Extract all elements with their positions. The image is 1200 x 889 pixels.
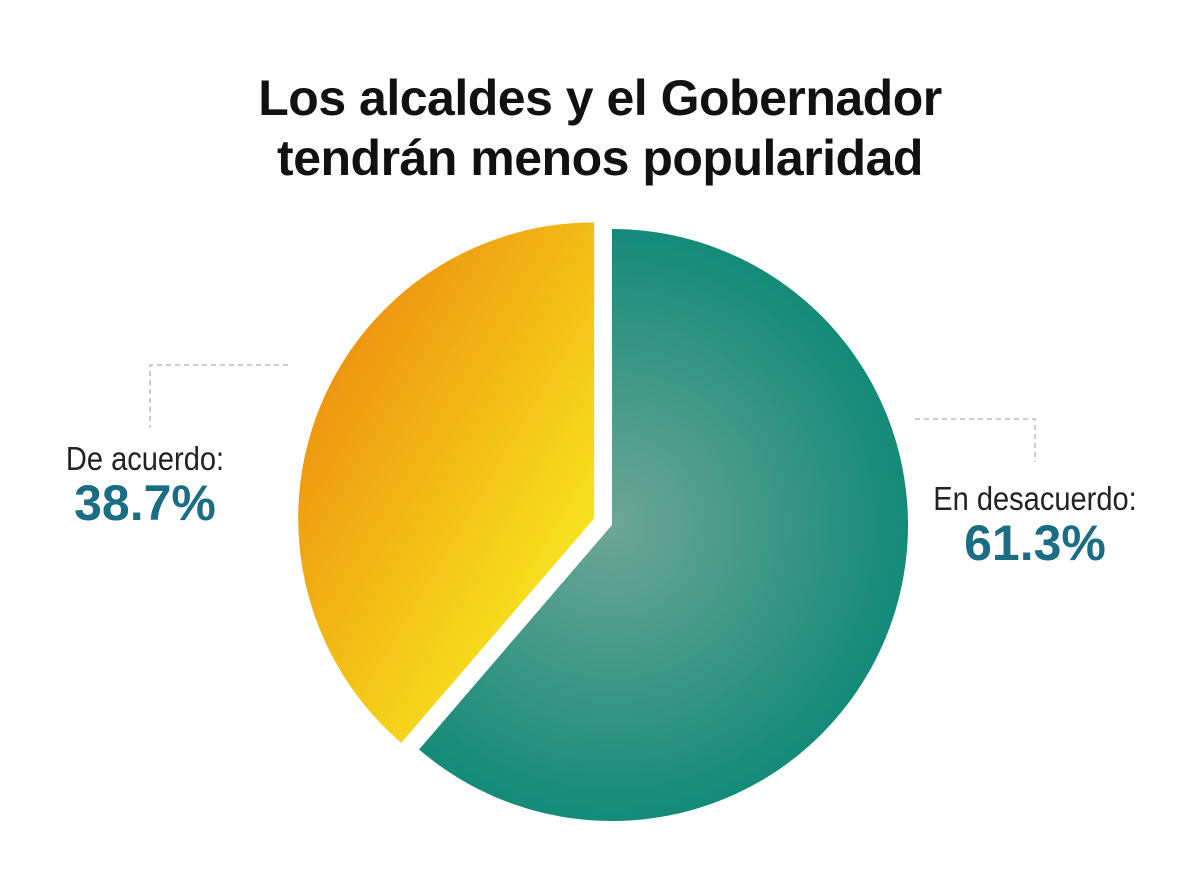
- chart-title: Los alcaldes y el Gobernador tendrán men…: [0, 68, 1200, 188]
- title-line-1: Los alcaldes y el Gobernador: [258, 70, 942, 126]
- pie-slice-de-acuerdo: [298, 222, 595, 743]
- leader-line-en-desacuerdo: [915, 418, 1036, 462]
- slice-value: 38.7%: [74, 475, 216, 531]
- pie-slice-en-desacuerdo: [419, 229, 908, 822]
- title-line-2: tendrán menos popularidad: [277, 130, 923, 186]
- slice-label: En desacuerdo:: [933, 480, 1137, 517]
- label-de-acuerdo: De acuerdo: 38.7%: [30, 440, 260, 528]
- slice-label: De acuerdo:: [65, 440, 225, 477]
- label-en-desacuerdo: En desacuerdo: 61.3%: [915, 480, 1155, 568]
- slice-value: 61.3%: [964, 515, 1106, 571]
- leader-line-de-acuerdo: [149, 364, 288, 428]
